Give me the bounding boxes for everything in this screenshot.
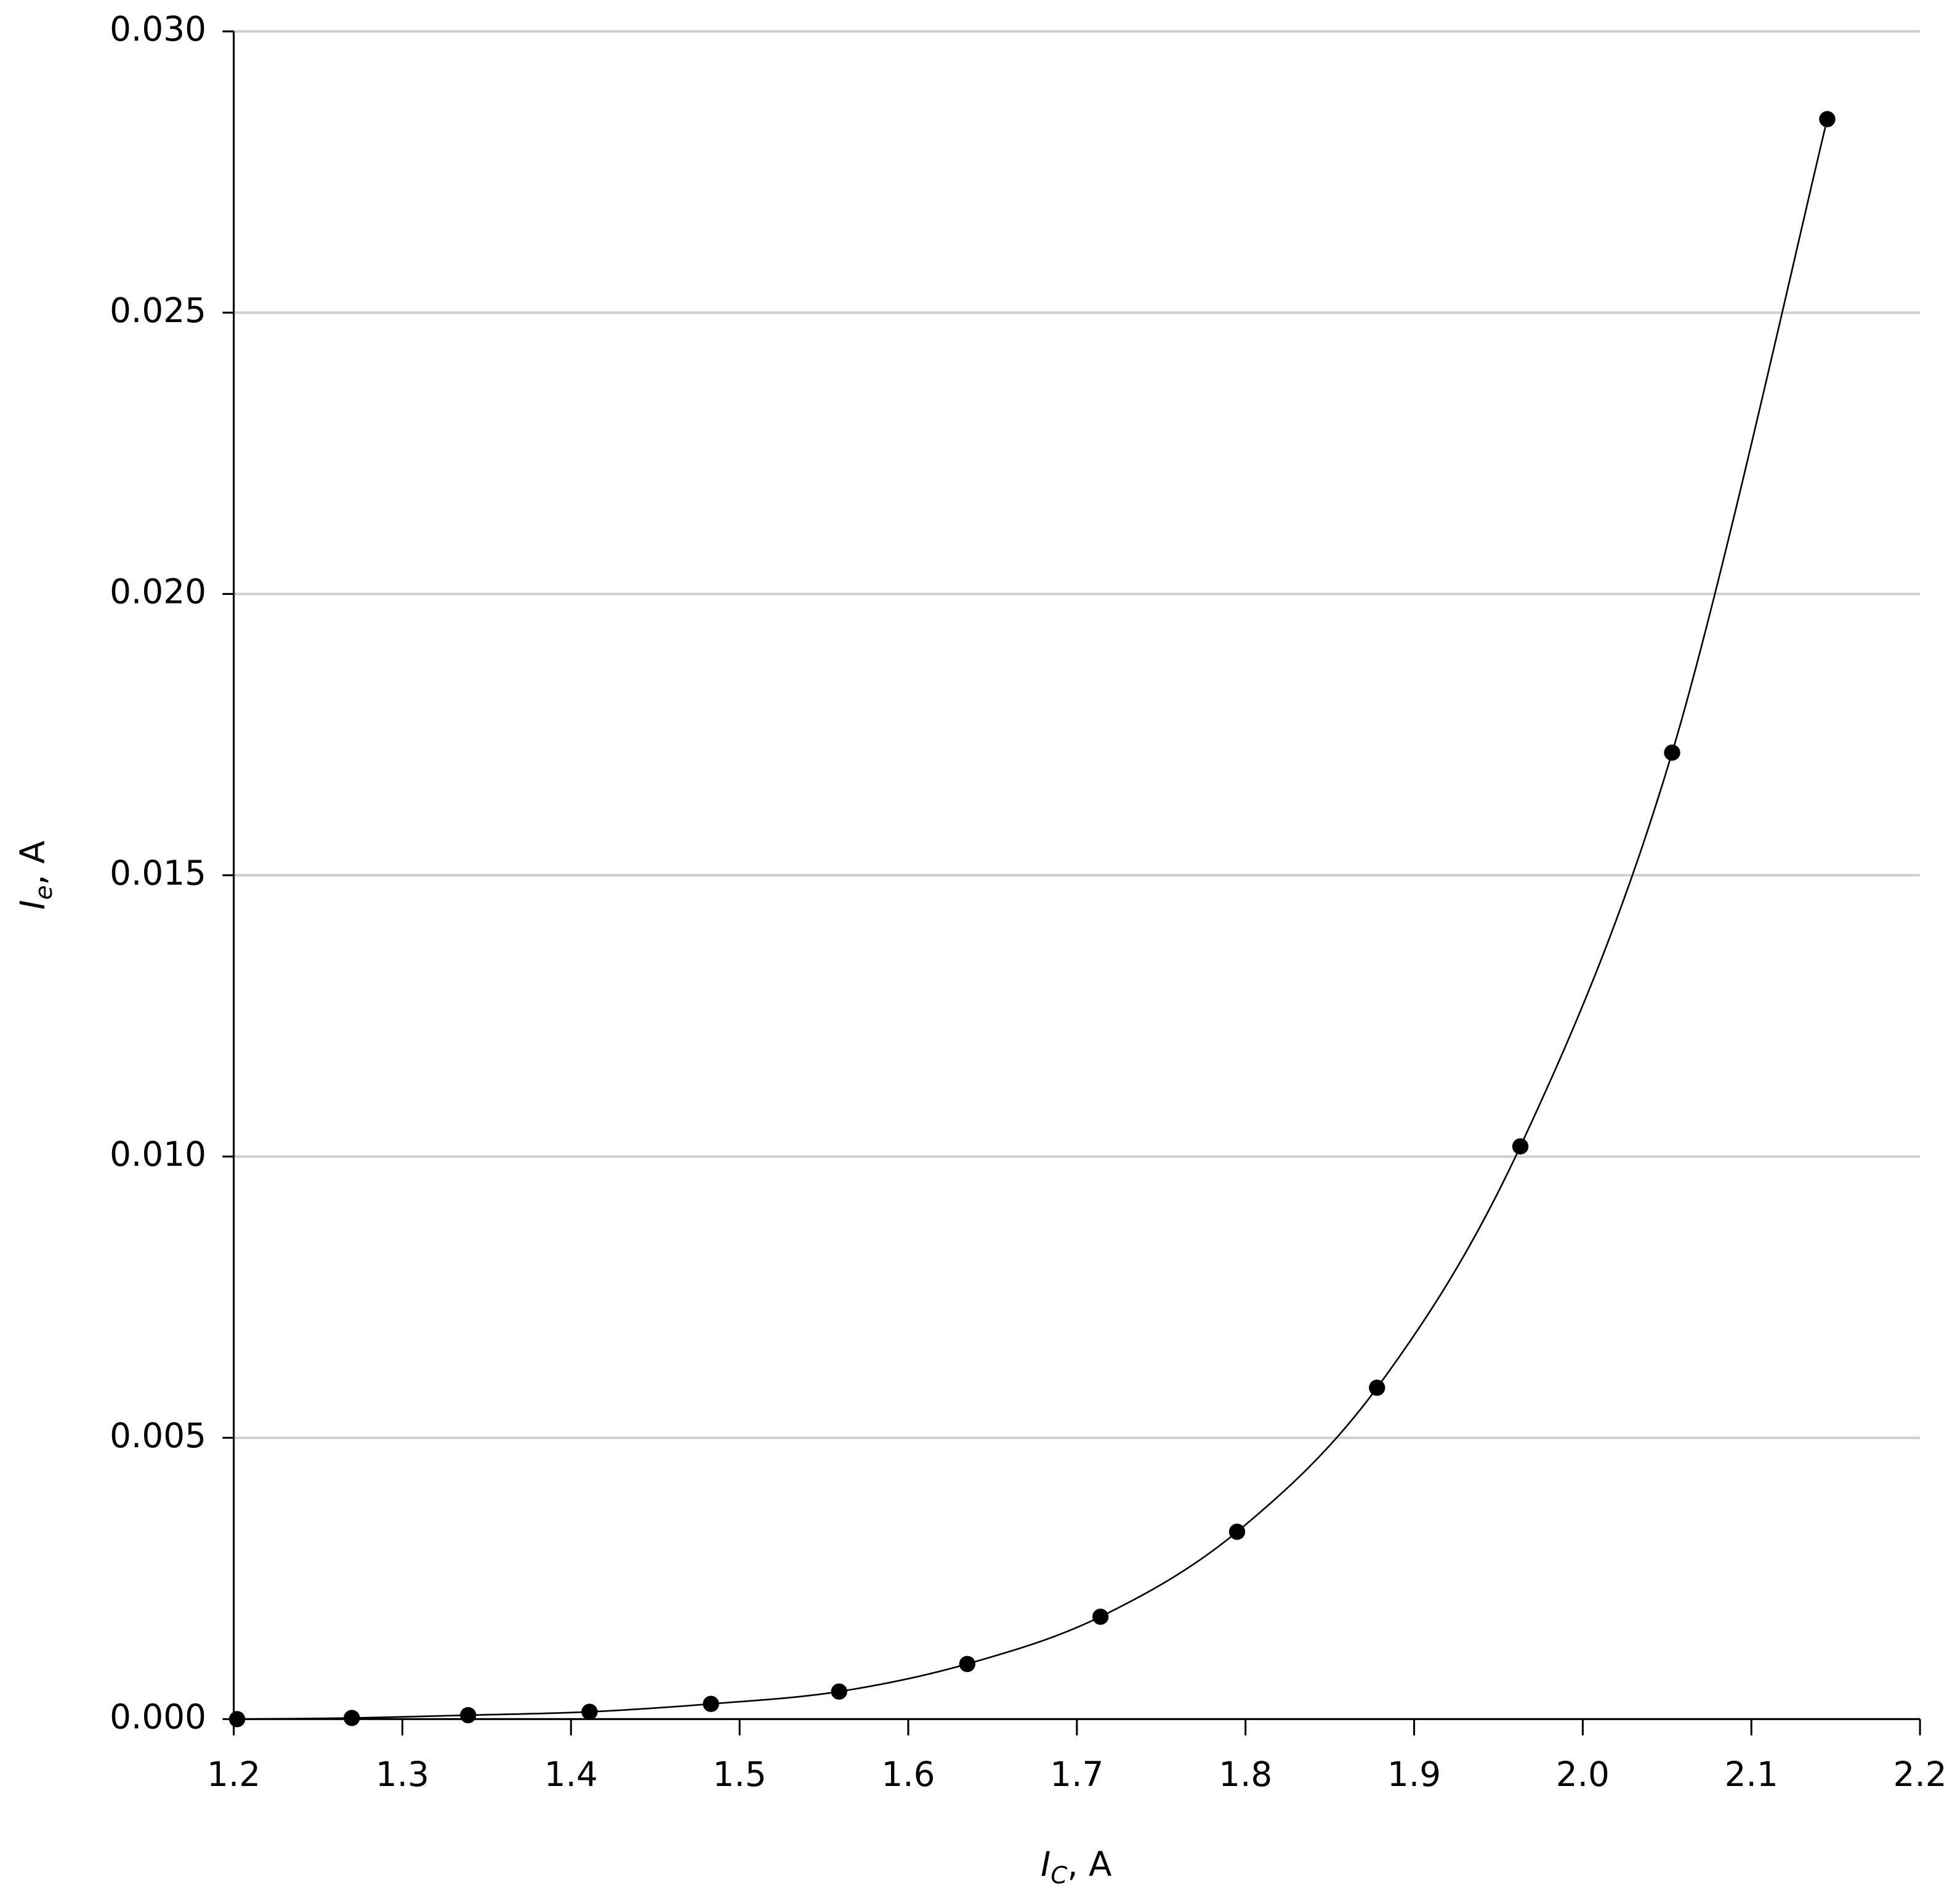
data-point [959, 1655, 976, 1673]
y-tick-label: 0.030 [110, 9, 206, 49]
data-point [1369, 1380, 1385, 1396]
y-axis-label: Ie, A [13, 841, 58, 910]
x-tick-label: 1.3 [376, 1755, 429, 1794]
x-tick-label: 1.4 [544, 1755, 598, 1794]
x-label-unit: , A [1067, 1844, 1112, 1884]
data-point [1092, 1608, 1109, 1625]
x-tick-label: 2.0 [1556, 1755, 1610, 1794]
x-label-symbol: I [1041, 1844, 1051, 1884]
data-point [460, 1707, 477, 1724]
data-point [831, 1683, 847, 1700]
data-point [228, 1711, 246, 1727]
data-point [344, 1710, 360, 1726]
x-axis-label: IC, A [1041, 1844, 1112, 1889]
data-point [1512, 1138, 1529, 1155]
fit-line [237, 119, 1828, 1720]
x-tick-label: 1.8 [1219, 1755, 1272, 1794]
y-label-symbol: I [13, 900, 52, 910]
y-tick-label: 0.000 [110, 1697, 206, 1737]
x-tick-label: 2.2 [1893, 1755, 1946, 1794]
y-tick-label: 0.010 [110, 1134, 206, 1174]
y-tick-label: 0.020 [110, 572, 206, 612]
x-tick-label: 1.5 [713, 1755, 767, 1794]
x-tick-label: 1.9 [1387, 1755, 1441, 1794]
x-tick-label: 1.7 [1050, 1755, 1103, 1794]
data-point [1819, 111, 1836, 127]
y-label-unit: , A [13, 841, 52, 886]
y-tick-label: 0.005 [110, 1416, 206, 1455]
x-tick-label: 1.2 [207, 1755, 260, 1794]
y-tick-label: 0.015 [110, 853, 206, 892]
x-label-subscript: C [1051, 1862, 1067, 1889]
data-point [1228, 1524, 1246, 1540]
y-label-subscript: e [30, 885, 58, 900]
data-point [703, 1695, 719, 1712]
x-tick-label: 1.6 [881, 1755, 935, 1794]
y-tick-label: 0.025 [110, 291, 206, 330]
data-point [1664, 744, 1680, 761]
x-tick-label: 2.1 [1725, 1755, 1778, 1794]
data-point [581, 1703, 598, 1720]
